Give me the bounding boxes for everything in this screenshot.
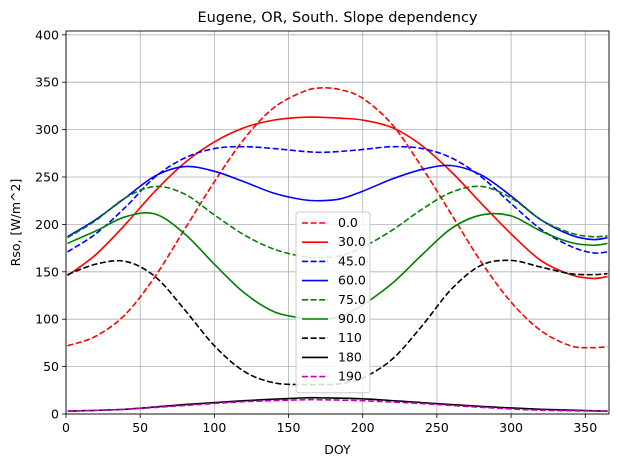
series-line-190: [67, 398, 608, 412]
x-tick-label: 100: [202, 420, 226, 435]
y-tick-label: 150: [35, 264, 59, 279]
series-line-45-0: [67, 145, 608, 254]
x-tick-label: 250: [425, 420, 449, 435]
legend: 0.0 30.0 45.0 60.0 75.0 90.0 110 180 190: [295, 211, 371, 394]
axis-ticks: 0 50 100 150 200 250 300 350 0 50 100 150 200 250 300 3…: [35, 27, 597, 435]
x-tick-label: 200: [351, 420, 375, 435]
y-tick-label: 400: [35, 27, 59, 42]
legend-label: 60.0: [338, 273, 366, 288]
legend-label: 90.0: [338, 311, 366, 326]
y-axis-label: Rso, [W/m^2]: [8, 179, 23, 267]
legend-label: 75.0: [338, 292, 366, 307]
x-tick-label: 350: [573, 420, 597, 435]
y-tick-label: 300: [35, 122, 59, 137]
legend-label: 30.0: [338, 234, 366, 249]
legend-label: 190: [338, 369, 362, 384]
y-tick-label: 250: [35, 169, 59, 184]
legend-label: 110: [338, 330, 362, 345]
y-tick-label: 200: [35, 217, 59, 232]
series-line-60-0: [67, 164, 608, 241]
y-tick-label: 50: [43, 359, 59, 374]
plot-frame: [65, 30, 610, 415]
series-line-180: [67, 396, 608, 412]
x-tick-label: 0: [62, 420, 70, 435]
legend-label: 180: [338, 349, 362, 364]
legend-label: 0.0: [338, 215, 358, 230]
legend-label: 45.0: [338, 253, 366, 268]
y-tick-label: 350: [35, 75, 59, 90]
x-tick-label: 50: [132, 420, 148, 435]
legend-box: [295, 211, 371, 394]
x-axis-label: DOY: [324, 442, 351, 457]
y-tick-label: 0: [51, 407, 59, 422]
x-tick-label: 300: [499, 420, 523, 435]
y-tick-label: 100: [35, 312, 59, 327]
x-tick-label: 150: [277, 420, 301, 435]
chart-title: Eugene, OR, South. Slope dependency: [197, 10, 477, 26]
series-line-30-0: [67, 116, 608, 280]
series-line-0-0: [67, 87, 608, 349]
